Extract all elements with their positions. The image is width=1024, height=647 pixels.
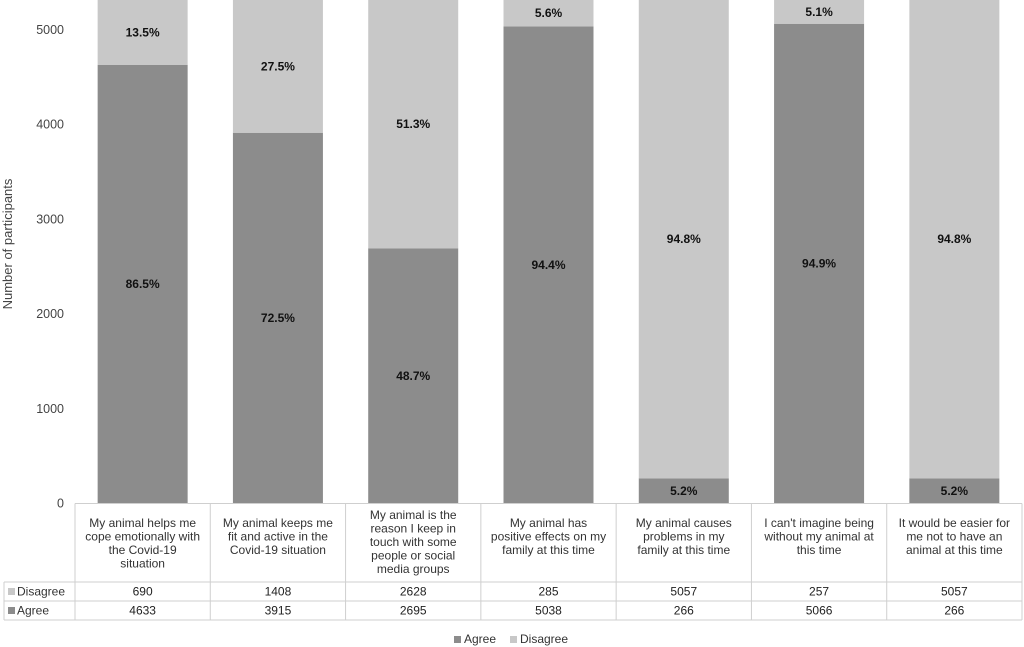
data-label-agree: 72.5% bbox=[261, 311, 295, 325]
bar-disagree bbox=[909, 0, 1000, 479]
category-label: problems in my bbox=[643, 530, 724, 544]
table-cell: 5057 bbox=[670, 585, 697, 599]
category-label: My animal helps me bbox=[89, 516, 196, 530]
category-label: My animal keeps me bbox=[223, 516, 333, 530]
category-label: without my animal at bbox=[763, 530, 874, 544]
bar-agree bbox=[909, 478, 1000, 504]
category-label: me not to have an bbox=[906, 530, 1002, 544]
data-label-disagree: 51.3% bbox=[396, 117, 430, 131]
y-tick-label: 4000 bbox=[36, 118, 64, 132]
y-tick-label: 5000 bbox=[36, 23, 64, 37]
category-label: My animal is the bbox=[370, 508, 457, 522]
data-label-disagree: 27.5% bbox=[261, 59, 295, 73]
category-label: reason I keep in bbox=[371, 522, 456, 536]
row-label: Disagree bbox=[17, 585, 65, 599]
category-label: situation bbox=[120, 557, 165, 571]
bar-agree bbox=[97, 64, 188, 504]
table-cell: 690 bbox=[133, 585, 153, 599]
category-label: touch with some bbox=[370, 535, 457, 549]
data-label-agree: 5.2% bbox=[670, 484, 698, 498]
category-label: animal at this time bbox=[906, 543, 1003, 557]
bar-agree bbox=[232, 132, 323, 504]
legend-label-agree: Agree bbox=[464, 632, 496, 646]
bar-agree bbox=[503, 26, 594, 504]
data-label-agree: 94.4% bbox=[531, 258, 565, 272]
legend-label-disagree: Disagree bbox=[520, 632, 568, 646]
category-label: family at this time bbox=[502, 543, 595, 557]
row-label: Agree bbox=[17, 604, 49, 618]
bar-disagree bbox=[503, 0, 594, 27]
data-label-disagree: 94.8% bbox=[667, 232, 701, 246]
data-label-disagree: 13.5% bbox=[126, 25, 160, 39]
legend-swatch-disagree bbox=[510, 636, 517, 643]
category-label: Covid-19 situation bbox=[230, 543, 326, 557]
category-label: My animal has bbox=[510, 516, 587, 530]
data-label-agree: 48.7% bbox=[396, 369, 430, 383]
table-cell: 5066 bbox=[806, 604, 833, 618]
legend: Agree Disagree bbox=[454, 632, 568, 646]
y-tick-label: 3000 bbox=[36, 212, 64, 226]
category-label: media groups bbox=[377, 562, 450, 576]
category-label: the Covid-19 bbox=[109, 543, 177, 557]
category-label: people or social bbox=[371, 549, 455, 563]
category-label: cope emotionally with bbox=[85, 530, 200, 544]
table-cell: 5057 bbox=[941, 585, 968, 599]
bar-disagree bbox=[97, 0, 188, 65]
data-label-disagree: 94.8% bbox=[937, 232, 971, 246]
bar-disagree bbox=[638, 0, 729, 479]
table-cell: 257 bbox=[809, 585, 829, 599]
table-cell: 4633 bbox=[129, 604, 156, 618]
row-legend-swatch bbox=[8, 588, 15, 595]
table-cell: 2628 bbox=[400, 585, 427, 599]
category-label: this time bbox=[797, 543, 842, 557]
bar-agree bbox=[638, 478, 729, 504]
bar-agree bbox=[368, 248, 459, 504]
y-axis-label: Number of participants bbox=[0, 178, 15, 309]
category-label: It would be easier for bbox=[899, 516, 1010, 530]
bar-disagree bbox=[774, 0, 865, 24]
table-cell: 5038 bbox=[535, 604, 562, 618]
bars: 86.5% 13.5% 72.5% 27.5% 48.7% 51.3% 94.4% 5.6% 5… bbox=[97, 0, 1000, 504]
table-cell: 285 bbox=[538, 585, 558, 599]
y-axis: Number of participants 0 1000 2000 3000 4000 5… bbox=[0, 23, 64, 511]
data-label-agree: 5.2% bbox=[941, 484, 969, 498]
category-label: family at this time bbox=[637, 543, 730, 557]
data-label-disagree: 5.6% bbox=[535, 6, 563, 20]
y-tick-label: 2000 bbox=[36, 307, 64, 321]
table-cell: 1408 bbox=[265, 585, 292, 599]
table-cell: 2695 bbox=[400, 604, 427, 618]
category-label: I can't imagine being bbox=[764, 516, 874, 530]
table-cell: 3915 bbox=[265, 604, 292, 618]
category-label: positive effects on my bbox=[491, 530, 606, 544]
y-tick-label: 1000 bbox=[36, 402, 64, 416]
legend-swatch-agree bbox=[454, 636, 461, 643]
table-cell: 266 bbox=[944, 604, 964, 618]
table-cell: 266 bbox=[674, 604, 694, 618]
data-label-agree: 86.5% bbox=[126, 277, 160, 291]
row-legend-swatch bbox=[8, 607, 15, 614]
bar-agree bbox=[774, 23, 865, 504]
category-label: fit and active in the bbox=[228, 530, 328, 544]
data-label-agree: 94.9% bbox=[802, 257, 836, 271]
data-label-disagree: 5.1% bbox=[805, 5, 833, 19]
y-tick-label: 0 bbox=[57, 497, 64, 511]
bar-disagree bbox=[368, 0, 459, 249]
category-label: My animal causes bbox=[636, 516, 732, 530]
bar-disagree bbox=[232, 0, 323, 133]
